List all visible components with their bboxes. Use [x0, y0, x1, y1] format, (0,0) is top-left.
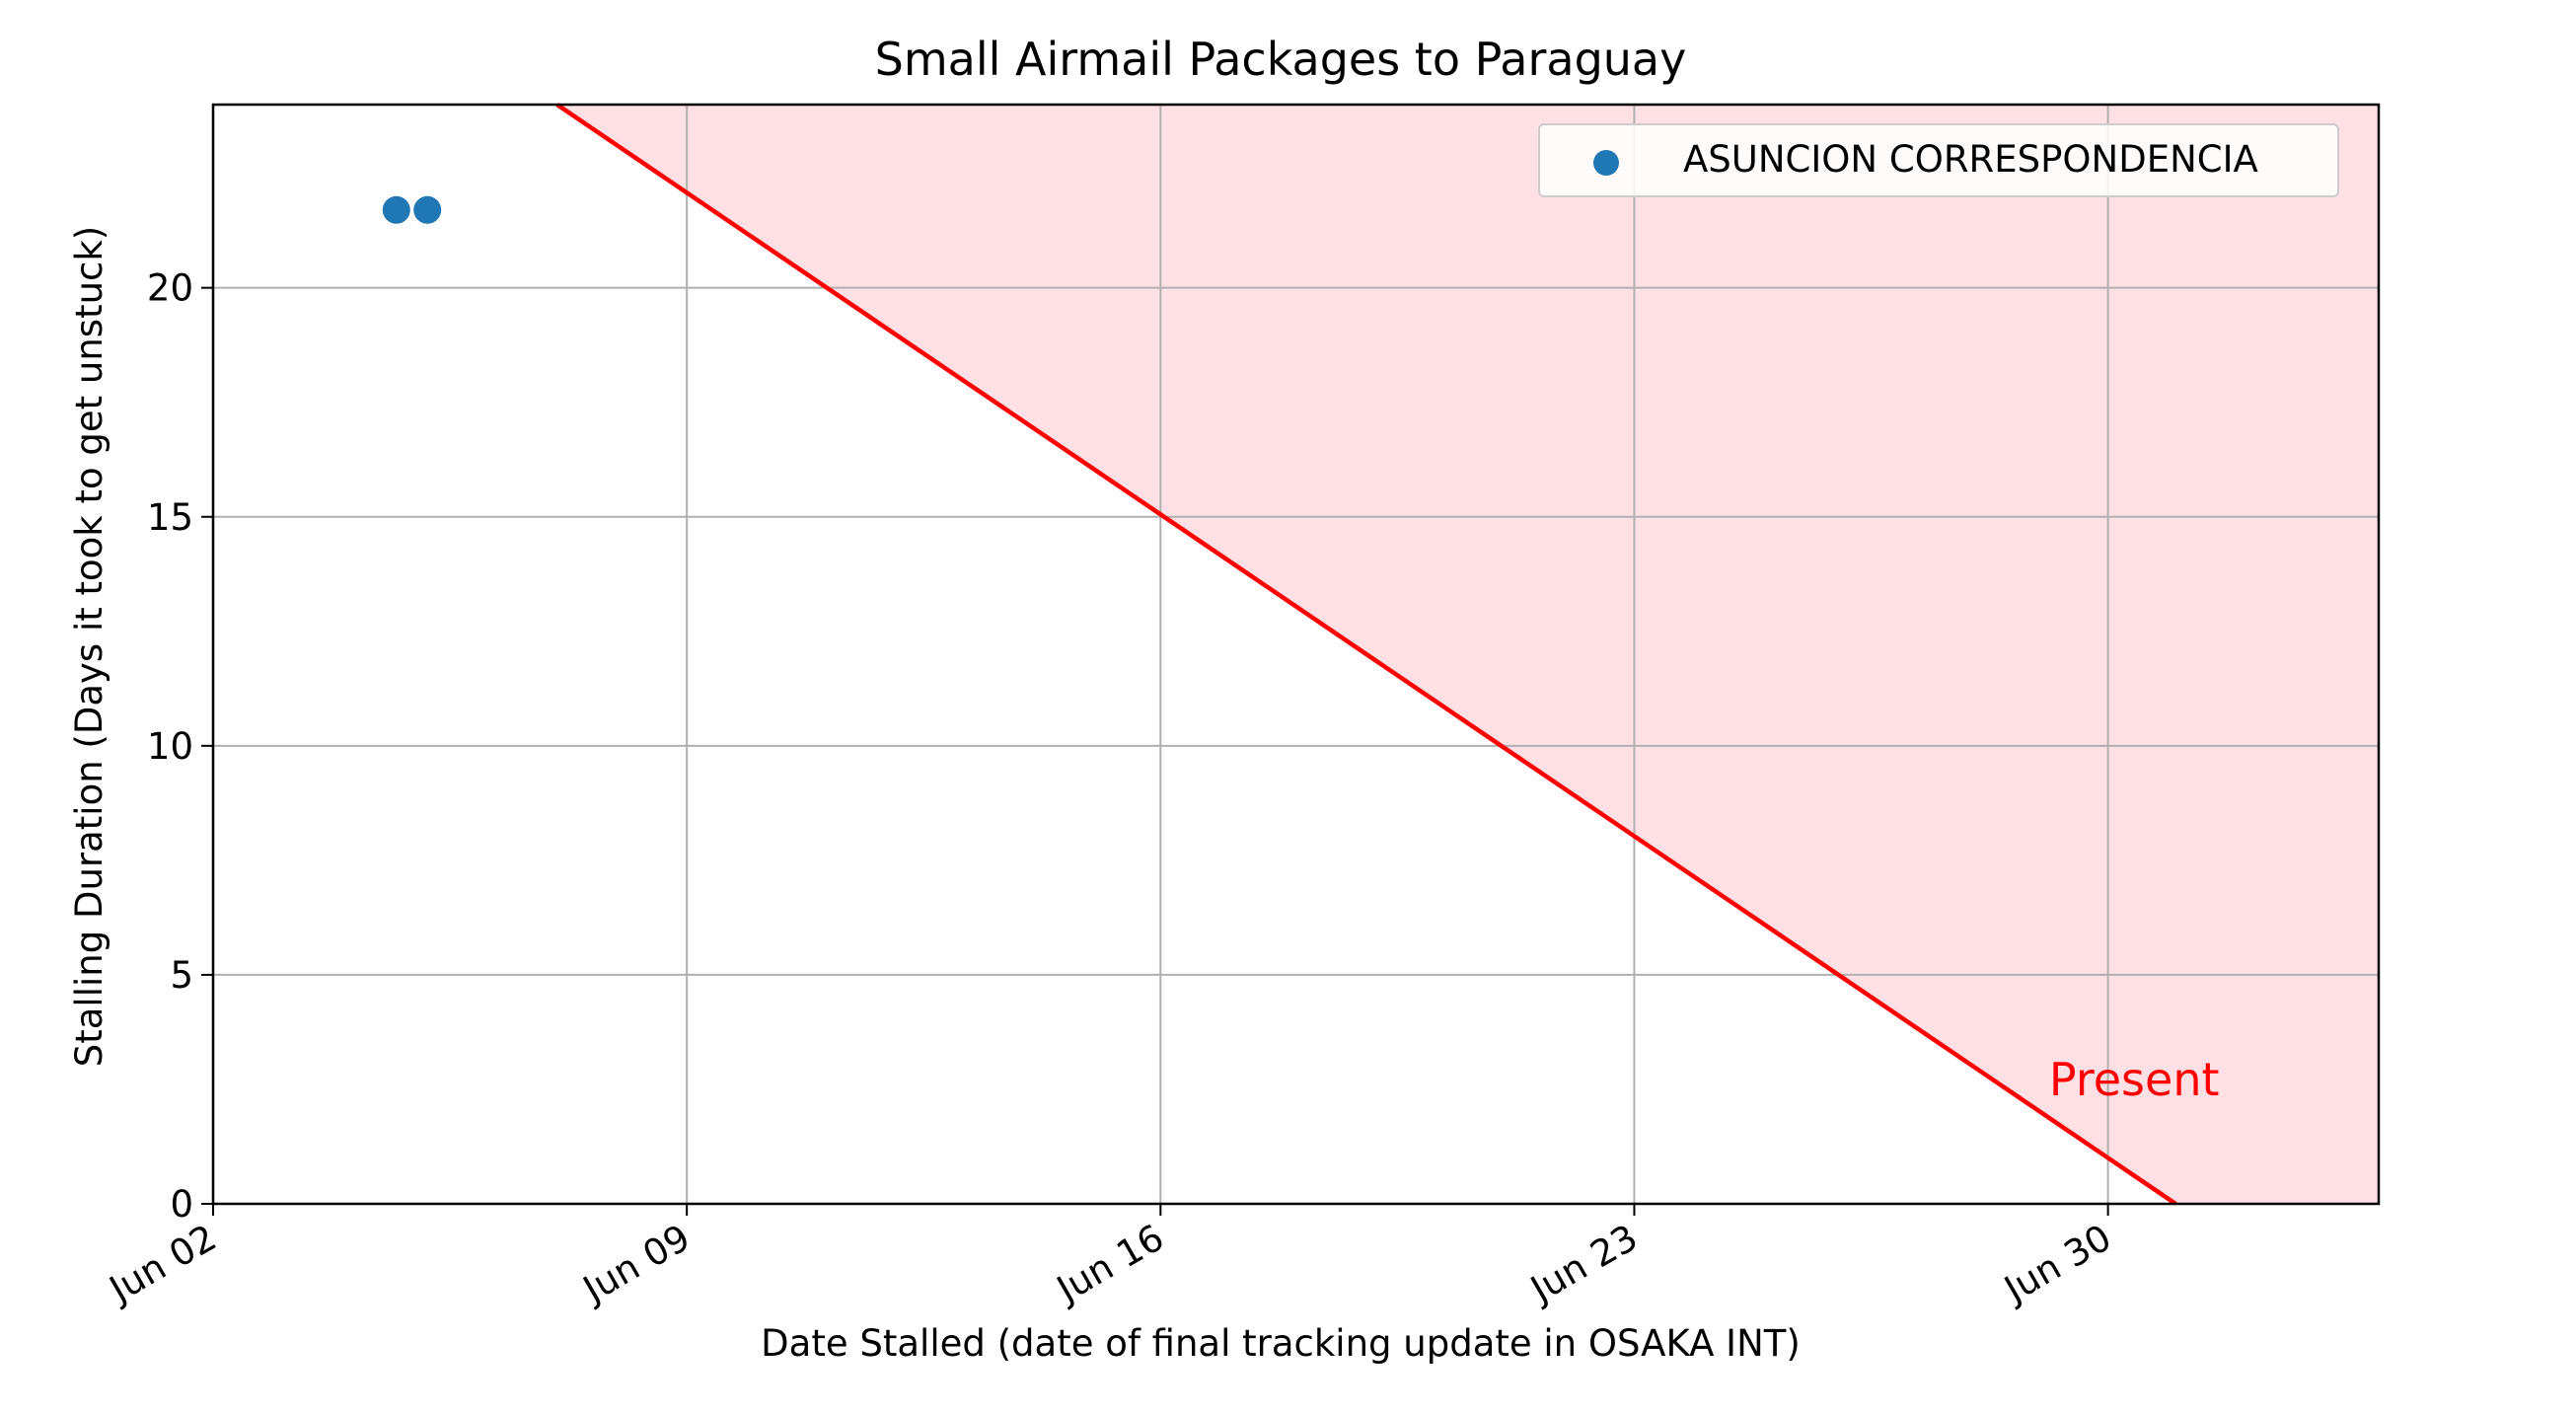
present-label: Present — [2049, 1053, 2220, 1106]
y-axis-label: Stalling Duration (Days it took to get u… — [68, 226, 110, 1067]
y-tick-label: 5 — [170, 954, 193, 997]
scatter-point — [382, 195, 410, 224]
legend-box — [1538, 123, 2339, 197]
y-tick-label: 15 — [147, 496, 193, 539]
legend: ASUNCION CORRESPONDENCIA — [1538, 123, 2339, 197]
data-points — [382, 195, 442, 224]
present-line — [555, 103, 2177, 1206]
x-axis-label: Date Stalled (date of final tracking upd… — [761, 1322, 1801, 1365]
y-tick-label: 0 — [170, 1183, 193, 1226]
scatter-point — [413, 195, 442, 224]
legend-marker — [1593, 150, 1619, 176]
y-tick-label: 10 — [147, 725, 193, 768]
chart-title: Small Airmail Packages to Paraguay — [875, 33, 1687, 86]
plot-frame — [211, 103, 2381, 1206]
present-shaded-region — [556, 105, 2380, 1204]
y-tick-label: 20 — [147, 267, 193, 310]
legend-entry-label: ASUNCION CORRESPONDENCIA — [1683, 138, 2258, 181]
